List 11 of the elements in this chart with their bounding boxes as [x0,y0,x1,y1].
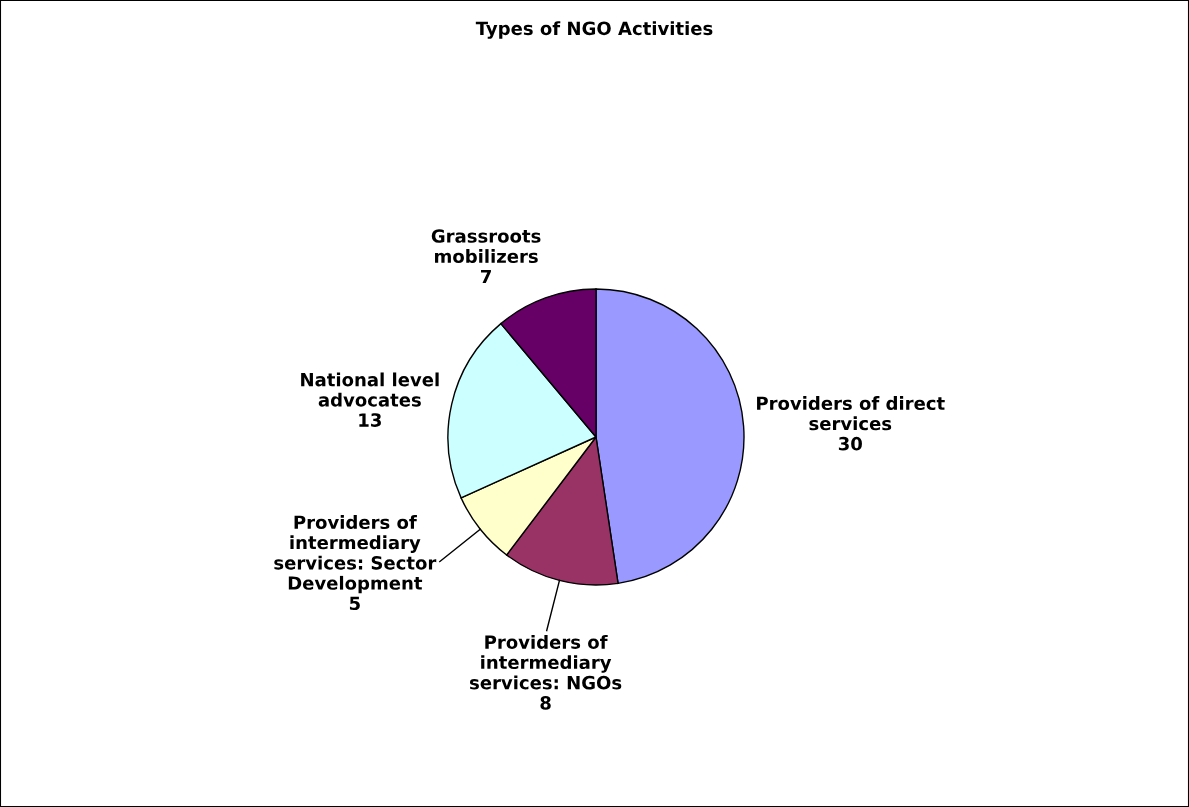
data-label: 30 [838,436,862,451]
slice-label: Providers of intermediary services: Sector Development [274,515,437,594]
slice-label: National level advocates [301,372,439,407]
slice-label: Providers of direct services [757,396,945,431]
chart-title: Types of NGO Activities [475,21,713,39]
data-label: 7 [481,269,491,284]
data-label: 8 [540,696,551,710]
data-label: 13 [359,413,381,427]
slice-label: Grassroots mobilizers [431,229,541,264]
slice-label: Providers of intermediary services: NGOs [469,634,622,690]
data-label: 5 [349,596,360,611]
